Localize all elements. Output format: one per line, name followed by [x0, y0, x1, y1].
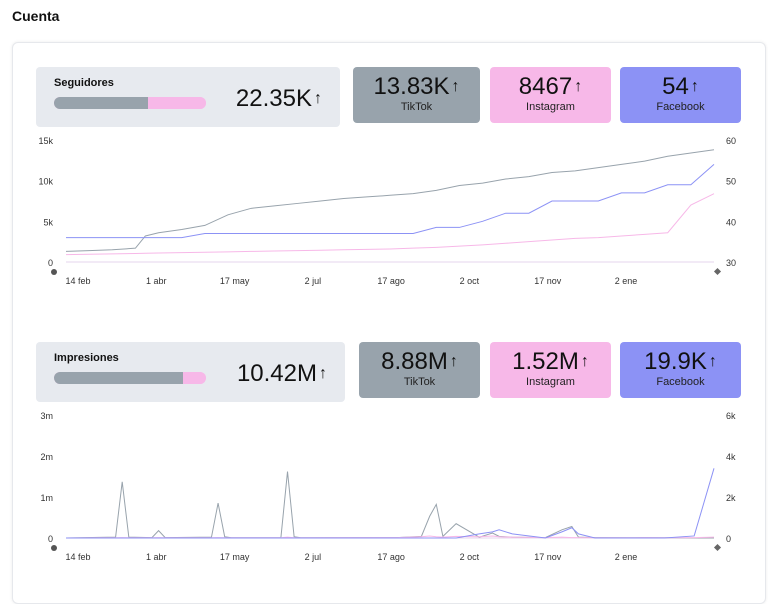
x-tick-label: 17 nov	[534, 276, 562, 286]
series-line-instagram	[65, 193, 715, 256]
tile-value: 13.83K	[373, 73, 450, 100]
share-tiktok	[54, 97, 149, 109]
impressions-label: Impresiones	[54, 352, 119, 364]
y-left-tick-label: 0	[48, 258, 53, 268]
impressions-share-bar	[54, 372, 206, 384]
share-instagram	[183, 372, 206, 384]
arrow-up-icon: ↑	[451, 78, 460, 95]
series-line-tiktok	[65, 471, 714, 539]
tile-label: TikTok	[403, 376, 436, 388]
x-tick-label: 2 jul	[305, 276, 322, 286]
series-line-tiktok	[65, 149, 715, 252]
y-left-tick-label: 5k	[43, 217, 53, 227]
followers-label: Seguidores	[54, 77, 114, 89]
arrow-up-icon: ↑	[449, 353, 458, 370]
share-instagram	[148, 97, 206, 109]
tile-instagram-followers: 8467 ↑ Instagram	[490, 67, 611, 123]
tile-value: 8.88M	[381, 348, 448, 375]
x-tick-label: 1 abr	[146, 276, 167, 286]
range-end-handle[interactable]	[713, 543, 722, 552]
tile-facebook-followers: 54 ↑ Facebook	[620, 67, 741, 123]
impressions-total: 10.42M ↑	[237, 360, 327, 388]
arrow-up-icon: ↑	[690, 78, 699, 95]
x-tick-label: 17 may	[220, 276, 250, 286]
x-tick-label: 2 ene	[615, 276, 638, 286]
y-right-tick-label: 4k	[726, 452, 736, 462]
tile-tiktok-followers: 13.83K ↑ TikTok	[353, 67, 480, 123]
arrow-up-icon: ↑	[314, 90, 322, 107]
x-tick-label: 14 feb	[65, 276, 90, 286]
y-right-tick-label: 2k	[726, 493, 736, 503]
range-start-handle[interactable]	[51, 269, 57, 275]
y-right-tick-label: 40	[726, 217, 736, 227]
x-tick-label: 1 abr	[146, 552, 167, 562]
tile-value: 1.52M	[512, 348, 579, 375]
account-card	[12, 42, 766, 604]
tile-label: Facebook	[656, 376, 705, 388]
y-right-tick-label: 60	[726, 136, 736, 146]
y-left-tick-label: 2m	[40, 452, 53, 462]
arrow-up-icon: ↑	[319, 365, 327, 382]
followers-summary: Seguidores 22.35K ↑	[36, 67, 340, 127]
followers-chart: 0 5k 10k 15k 30 40 50 60 14 feb 1 abr 17 may 2 jul 1…	[38, 136, 736, 286]
y-left-tick-label: 3m	[40, 411, 53, 421]
y-right-tick-label: 0	[726, 534, 731, 544]
followers-total-value: 22.35K	[235, 85, 312, 112]
y-right-tick-label: 30	[726, 258, 736, 268]
x-tick-label: 17 ago	[377, 276, 405, 286]
x-tick-label: 17 nov	[534, 552, 562, 562]
x-tick-label: 17 may	[220, 552, 250, 562]
arrow-up-icon: ↑	[580, 353, 589, 370]
tile-instagram-impressions: 1.52M ↑ Instagram	[490, 342, 611, 398]
followers-share-bar	[54, 97, 206, 109]
y-right-tick-label: 6k	[726, 411, 736, 421]
followers-total: 22.35K ↑	[236, 85, 322, 113]
range-start-handle[interactable]	[51, 545, 57, 551]
arrow-up-icon: ↑	[708, 353, 717, 370]
y-left-tick-label: 15k	[38, 136, 53, 146]
tile-facebook-impressions: 19.9K ↑ Facebook	[620, 342, 741, 398]
tile-label: TikTok	[400, 101, 433, 113]
tile-value: 54	[662, 73, 689, 100]
range-end-handle[interactable]	[713, 267, 722, 276]
x-tick-label: 2 oct	[460, 276, 480, 286]
tile-label: Facebook	[656, 101, 705, 113]
x-tick-label: 2 oct	[460, 552, 480, 562]
tile-value: 19.9K	[644, 348, 707, 375]
impressions-chart: 0 1m 2m 3m 0 2k 4k 6k 14 feb 1 abr 17 may 2 jul 17 a…	[40, 411, 736, 562]
x-tick-label: 14 feb	[65, 552, 90, 562]
page-title: Cuenta	[12, 8, 60, 24]
impressions-summary: Impresiones 10.42M ↑	[36, 342, 345, 402]
arrow-up-icon: ↑	[574, 78, 583, 95]
series-line-facebook	[66, 164, 715, 239]
tile-value: 8467	[518, 73, 573, 100]
y-left-tick-label: 0	[48, 534, 53, 544]
y-left-tick-label: 1m	[40, 493, 53, 503]
tile-label: Instagram	[526, 376, 575, 388]
share-tiktok	[54, 372, 184, 384]
tile-tiktok-impressions: 8.88M ↑ TikTok	[359, 342, 480, 398]
tile-label: Instagram	[526, 101, 575, 113]
series-line-facebook	[66, 468, 715, 539]
y-right-tick-label: 50	[726, 177, 736, 187]
x-tick-label: 2 jul	[305, 552, 322, 562]
impressions-total-value: 10.42M	[236, 360, 317, 387]
x-tick-label: 17 ago	[377, 552, 405, 562]
x-tick-label: 2 ene	[615, 552, 638, 562]
y-left-tick-label: 10k	[38, 177, 53, 187]
